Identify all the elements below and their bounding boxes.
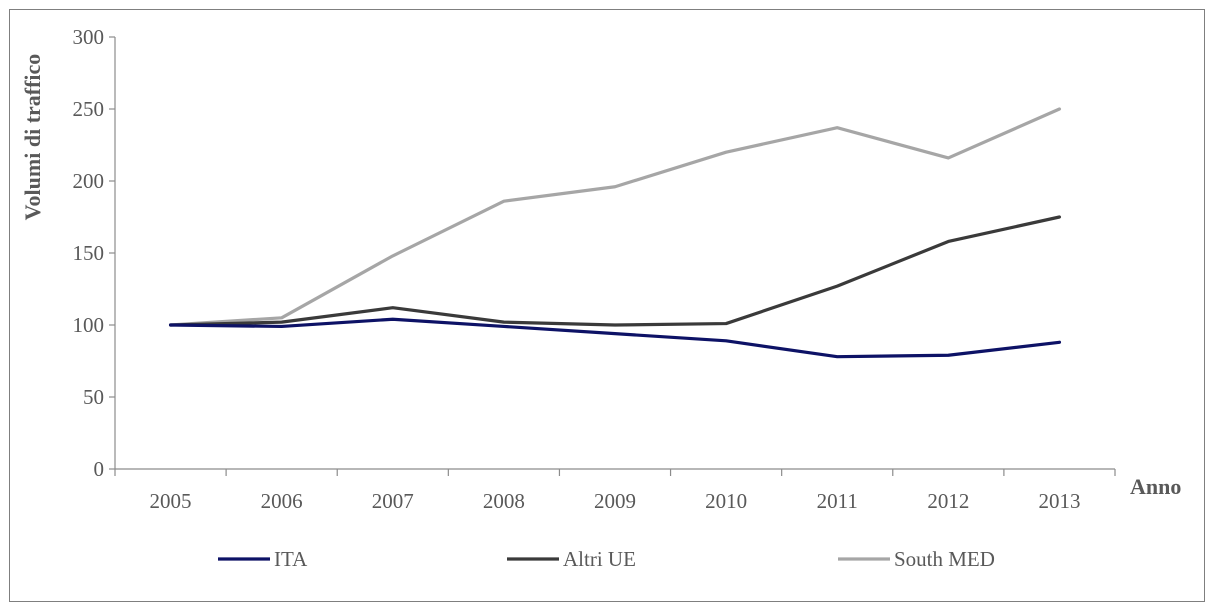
y-tick-label: 300	[73, 25, 105, 49]
x-axis-title: Anno	[1130, 474, 1181, 499]
x-tick-label: 2005	[150, 489, 192, 513]
y-ticks: 0 50 100 150 200 250 300	[73, 25, 115, 481]
y-tick-label: 150	[73, 241, 105, 265]
legend: ITA Altri UE South MED	[218, 547, 995, 571]
x-tick-label: 2008	[483, 489, 525, 513]
legend-label-altri-ue: Altri UE	[563, 547, 636, 571]
axes	[114, 37, 1115, 470]
x-tick-label: 2009	[594, 489, 636, 513]
x-tick-label: 2006	[261, 489, 303, 513]
x-tick-label: 2007	[372, 489, 414, 513]
series-line-south-med	[168, 107, 1062, 327]
y-tick-label: 50	[83, 385, 104, 409]
series-layer	[168, 107, 1062, 359]
legend-label-south-med: South MED	[894, 547, 995, 571]
chart-frame	[9, 9, 1205, 602]
x-tick-label: 2013	[1038, 489, 1080, 513]
x-ticks: 2005 2006 2007 2008 2009 2010 2011 2012 2013	[114, 469, 1116, 513]
y-tick-label: 100	[73, 313, 105, 337]
x-tick-label: 2012	[927, 489, 969, 513]
y-tick-label: 0	[94, 457, 105, 481]
y-tick-label: 250	[73, 97, 105, 121]
series-line-altri-ue	[168, 215, 1062, 327]
x-tick-label: 2010	[705, 489, 747, 513]
y-tick-label: 200	[73, 169, 105, 193]
x-tick-label: 2011	[817, 489, 858, 513]
y-axis-title: Volumi di traffico	[20, 54, 45, 221]
legend-label-ita: ITA	[274, 547, 308, 571]
